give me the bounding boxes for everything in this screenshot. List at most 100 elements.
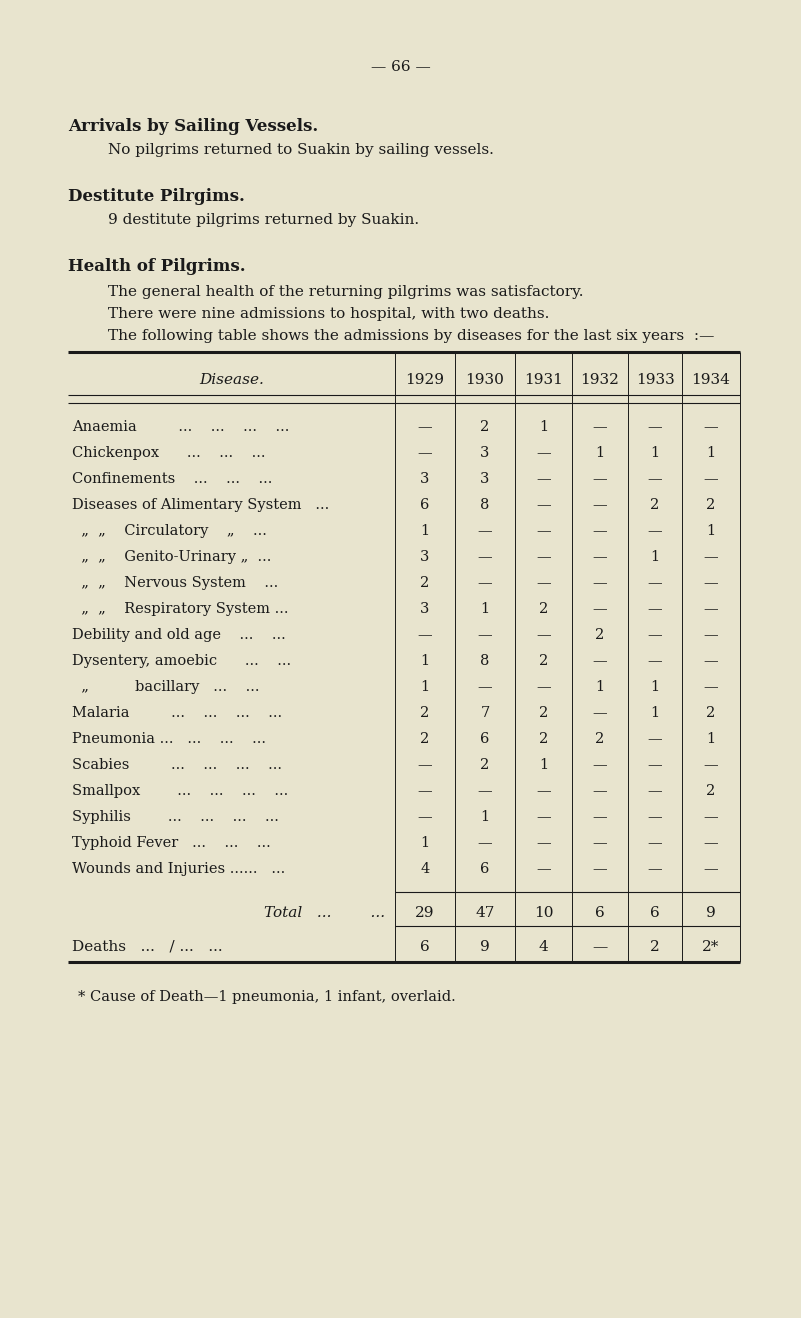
Text: 7: 7 bbox=[481, 706, 489, 720]
Text: Dysentery, amoebic      ...    ...: Dysentery, amoebic ... ... bbox=[72, 654, 291, 668]
Text: —: — bbox=[704, 472, 718, 486]
Text: 2: 2 bbox=[539, 654, 548, 668]
Text: —: — bbox=[417, 784, 433, 797]
Text: Debility and old age    ...    ...: Debility and old age ... ... bbox=[72, 627, 286, 642]
Text: —: — bbox=[536, 445, 551, 460]
Text: 3: 3 bbox=[421, 550, 429, 564]
Text: 1: 1 bbox=[539, 420, 548, 434]
Text: 9: 9 bbox=[480, 940, 490, 954]
Text: * Cause of Death—1 pneumonia, 1 infant, overlaid.: * Cause of Death—1 pneumonia, 1 infant, … bbox=[78, 990, 456, 1004]
Text: 6: 6 bbox=[650, 905, 660, 920]
Text: 1: 1 bbox=[706, 731, 715, 746]
Text: —: — bbox=[648, 525, 662, 538]
Text: —: — bbox=[477, 550, 493, 564]
Text: —: — bbox=[593, 836, 607, 850]
Text: — 66 —: — 66 — bbox=[371, 61, 431, 74]
Text: —: — bbox=[593, 602, 607, 616]
Text: 2: 2 bbox=[481, 758, 489, 772]
Text: 1: 1 bbox=[481, 811, 489, 824]
Text: —: — bbox=[417, 420, 433, 434]
Text: 1: 1 bbox=[421, 525, 429, 538]
Text: 1: 1 bbox=[421, 654, 429, 668]
Text: There were nine admissions to hospital, with two deaths.: There were nine admissions to hospital, … bbox=[108, 307, 549, 322]
Text: „  „    Genito-Urinary „  ...: „ „ Genito-Urinary „ ... bbox=[72, 550, 272, 564]
Text: No pilgrims returned to Suakin by sailing vessels.: No pilgrims returned to Suakin by sailin… bbox=[108, 142, 494, 157]
Text: 6: 6 bbox=[481, 731, 489, 746]
Text: —: — bbox=[593, 525, 607, 538]
Text: 29: 29 bbox=[415, 905, 435, 920]
Text: —: — bbox=[536, 836, 551, 850]
Text: 2: 2 bbox=[650, 940, 660, 954]
Text: 1: 1 bbox=[595, 445, 605, 460]
Text: —: — bbox=[593, 784, 607, 797]
Text: —: — bbox=[417, 758, 433, 772]
Text: —: — bbox=[704, 654, 718, 668]
Text: 2: 2 bbox=[421, 706, 429, 720]
Text: —: — bbox=[593, 654, 607, 668]
Text: 2: 2 bbox=[595, 731, 605, 746]
Text: „          bacillary   ...    ...: „ bacillary ... ... bbox=[72, 680, 260, 695]
Text: —: — bbox=[536, 498, 551, 511]
Text: The following table shows the admissions by diseases for the last six years  :—: The following table shows the admissions… bbox=[108, 330, 714, 343]
Text: Total   ...        ...: Total ... ... bbox=[264, 905, 385, 920]
Text: —: — bbox=[477, 525, 493, 538]
Text: —: — bbox=[593, 758, 607, 772]
Text: 2: 2 bbox=[539, 602, 548, 616]
Text: —: — bbox=[648, 758, 662, 772]
Text: —: — bbox=[536, 680, 551, 695]
Text: Pneumonia ...   ...    ...    ...: Pneumonia ... ... ... ... bbox=[72, 731, 266, 746]
Text: —: — bbox=[593, 576, 607, 590]
Text: —: — bbox=[593, 940, 608, 954]
Text: —: — bbox=[648, 602, 662, 616]
Text: Chickenpox      ...    ...    ...: Chickenpox ... ... ... bbox=[72, 445, 265, 460]
Text: —: — bbox=[477, 836, 493, 850]
Text: —: — bbox=[593, 420, 607, 434]
Text: —: — bbox=[536, 784, 551, 797]
Text: 1: 1 bbox=[650, 706, 659, 720]
Text: 2: 2 bbox=[650, 498, 660, 511]
Text: —: — bbox=[536, 627, 551, 642]
Text: 1930: 1930 bbox=[465, 373, 505, 387]
Text: 6: 6 bbox=[421, 498, 429, 511]
Text: —: — bbox=[704, 758, 718, 772]
Text: Arrivals by Sailing Vessels.: Arrivals by Sailing Vessels. bbox=[68, 119, 318, 134]
Text: Scabies         ...    ...    ...    ...: Scabies ... ... ... ... bbox=[72, 758, 282, 772]
Text: 6: 6 bbox=[481, 862, 489, 876]
Text: 3: 3 bbox=[421, 602, 429, 616]
Text: Destitute Pilrgims.: Destitute Pilrgims. bbox=[68, 188, 245, 206]
Text: —: — bbox=[536, 472, 551, 486]
Text: 4: 4 bbox=[421, 862, 429, 876]
Text: Typhoid Fever   ...    ...    ...: Typhoid Fever ... ... ... bbox=[72, 836, 271, 850]
Text: 1: 1 bbox=[650, 445, 659, 460]
Text: —: — bbox=[477, 576, 493, 590]
Text: —: — bbox=[536, 811, 551, 824]
Text: 1933: 1933 bbox=[636, 373, 674, 387]
Text: 47: 47 bbox=[475, 905, 495, 920]
Text: —: — bbox=[648, 862, 662, 876]
Text: —: — bbox=[593, 550, 607, 564]
Text: 1: 1 bbox=[421, 836, 429, 850]
Text: —: — bbox=[417, 811, 433, 824]
Text: 2: 2 bbox=[595, 627, 605, 642]
Text: 3: 3 bbox=[421, 472, 429, 486]
Text: —: — bbox=[648, 811, 662, 824]
Text: 1932: 1932 bbox=[581, 373, 619, 387]
Text: 9: 9 bbox=[706, 905, 716, 920]
Text: 2: 2 bbox=[421, 576, 429, 590]
Text: „  „    Nervous System    ...: „ „ Nervous System ... bbox=[72, 576, 278, 590]
Text: 2: 2 bbox=[706, 784, 715, 797]
Text: 10: 10 bbox=[533, 905, 553, 920]
Text: —: — bbox=[477, 627, 493, 642]
Text: 1: 1 bbox=[595, 680, 605, 695]
Text: 3: 3 bbox=[481, 445, 489, 460]
Text: —: — bbox=[648, 784, 662, 797]
Text: 1: 1 bbox=[650, 550, 659, 564]
Text: —: — bbox=[417, 627, 433, 642]
Text: 2: 2 bbox=[421, 731, 429, 746]
Text: Syphilis        ...    ...    ...    ...: Syphilis ... ... ... ... bbox=[72, 811, 279, 824]
Text: 4: 4 bbox=[538, 940, 549, 954]
Text: —: — bbox=[536, 525, 551, 538]
Text: Diseases of Alimentary System   ...: Diseases of Alimentary System ... bbox=[72, 498, 329, 511]
Text: Disease.: Disease. bbox=[199, 373, 264, 387]
Text: Smallpox        ...    ...    ...    ...: Smallpox ... ... ... ... bbox=[72, 784, 288, 797]
